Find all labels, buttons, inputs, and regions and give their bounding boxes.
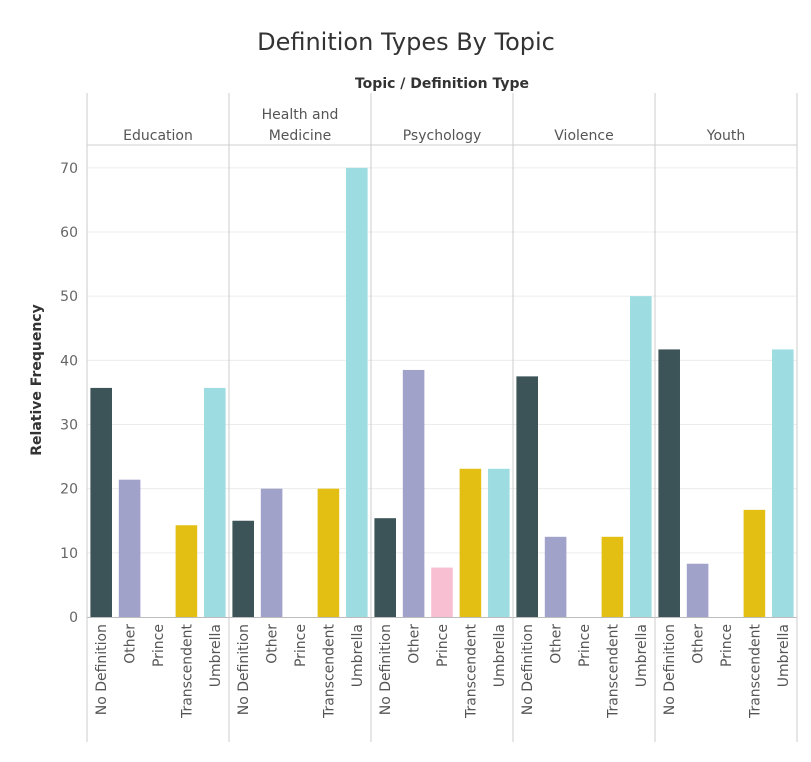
x-category-label: Other	[691, 624, 707, 664]
y-tick-label: 50	[60, 289, 78, 305]
bar	[658, 349, 680, 617]
x-category-label: Transcendent	[463, 623, 479, 719]
x-category-label: Prince	[577, 624, 593, 667]
x-category-label: Prince	[293, 624, 309, 667]
chart-title: Definition Types By Topic	[257, 28, 555, 56]
bar	[402, 369, 425, 617]
x-category-label: Prince	[719, 624, 735, 667]
panel-label: Violence	[554, 128, 613, 144]
x-category-label: Umbrella	[492, 624, 508, 687]
y-tick-label: 40	[60, 353, 78, 369]
x-category-label: Transcendent	[747, 623, 763, 719]
x-category-label: Umbrella	[208, 624, 224, 687]
bar	[175, 525, 198, 617]
bar	[118, 479, 141, 617]
panel-label: Health and	[262, 107, 339, 123]
bar	[601, 536, 624, 617]
y-tick-label: 30	[60, 418, 78, 434]
bar	[374, 518, 396, 617]
bar	[90, 387, 112, 617]
x-category-label: Other	[265, 624, 281, 664]
bar	[459, 468, 482, 617]
panel-label: Psychology	[403, 128, 482, 144]
x-category-label: Other	[123, 624, 139, 664]
bar	[488, 468, 510, 617]
x-category-label: No Definition	[662, 624, 678, 715]
bar	[772, 349, 794, 617]
bar	[317, 488, 340, 617]
x-category-label: No Definition	[520, 624, 536, 715]
bar	[232, 520, 254, 617]
x-category-label: Transcendent	[321, 623, 337, 719]
bar	[346, 167, 368, 618]
column-header-title: Topic / Definition Type	[355, 76, 529, 92]
bar	[516, 376, 538, 617]
bar	[686, 563, 709, 617]
bar	[260, 488, 283, 617]
bar	[743, 509, 766, 617]
x-category-label: No Definition	[236, 624, 252, 715]
y-tick-label: 20	[60, 482, 78, 498]
bar	[544, 536, 567, 617]
x-category-label: Umbrella	[634, 624, 650, 687]
bar	[630, 296, 652, 617]
x-category-label: Transcendent	[179, 623, 195, 719]
y-tick-label: 70	[60, 161, 78, 177]
bar	[431, 567, 453, 617]
x-category-label: Other	[549, 624, 565, 664]
bar	[204, 387, 226, 617]
panel-label: Education	[123, 128, 193, 144]
panel-label: Medicine	[269, 128, 332, 144]
x-category-label: No Definition	[94, 624, 110, 715]
x-category-label: No Definition	[378, 624, 394, 715]
y-axis-label: Relative Frequency	[29, 304, 45, 455]
x-category-label: Umbrella	[350, 624, 366, 687]
x-category-label: Prince	[435, 624, 451, 667]
y-tick-label: 0	[69, 610, 78, 626]
x-category-label: Other	[407, 624, 423, 664]
panel-label: Youth	[706, 128, 746, 144]
y-tick-label: 10	[60, 546, 78, 562]
y-tick-label: 60	[60, 225, 78, 241]
x-category-label: Umbrella	[776, 624, 792, 687]
x-category-label: Prince	[151, 624, 167, 667]
x-category-label: Transcendent	[605, 623, 621, 719]
